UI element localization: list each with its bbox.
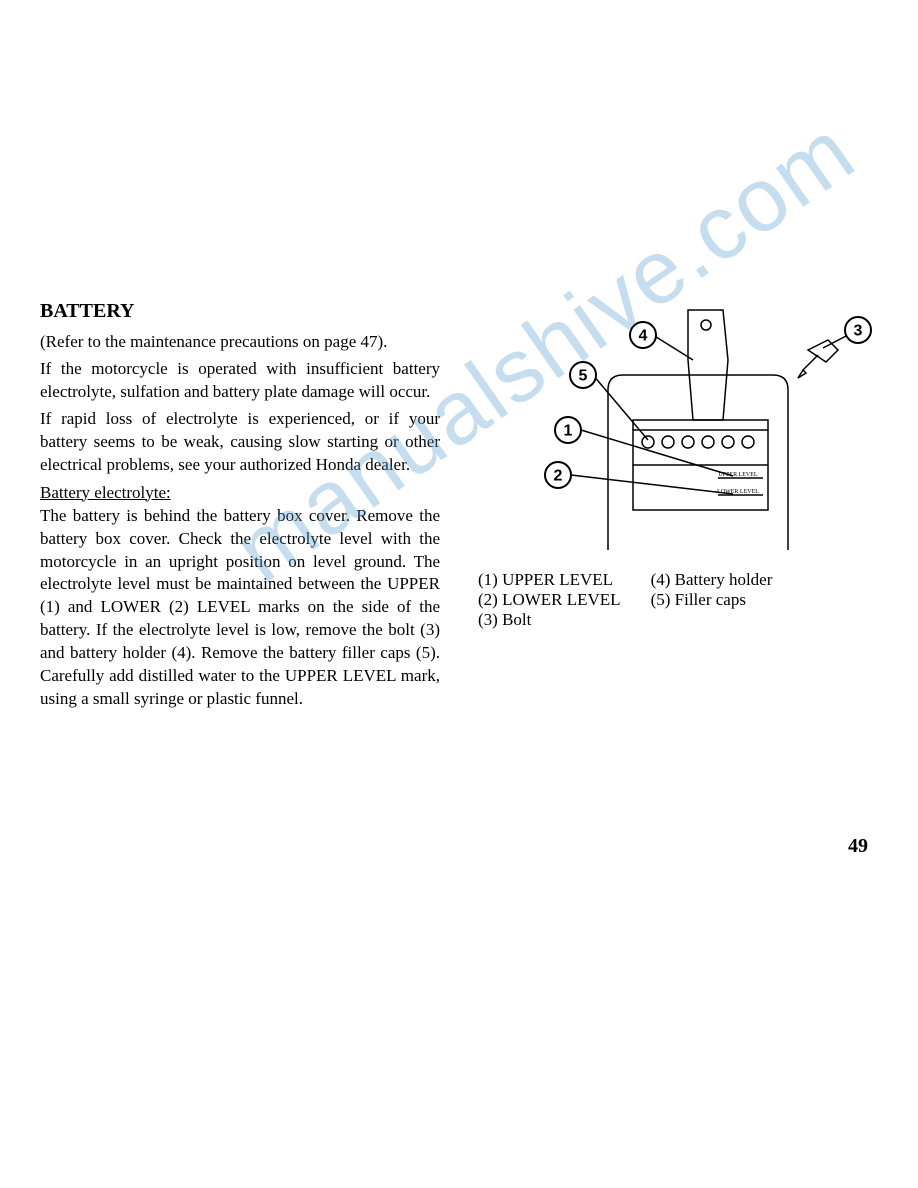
page-content: BATTERY (Refer to the maintenance precau… — [40, 300, 878, 715]
legend-column-2: (4) Battery holder (5) Filler caps — [651, 570, 773, 630]
callout-3: 3 — [854, 323, 863, 340]
subheading-electrolyte: Battery electrolyte: — [40, 483, 440, 503]
paragraph-2: If the motorcycle is operated with insuf… — [40, 358, 440, 404]
figure-column: UPPER LEVEL LOWER LEVEL — [478, 300, 878, 630]
callout-5: 5 — [579, 368, 588, 385]
callout-4: 4 — [639, 328, 648, 345]
callout-2: 2 — [554, 468, 563, 485]
legend-item-2: (2) LOWER LEVEL — [478, 590, 621, 610]
text-column: BATTERY (Refer to the maintenance precau… — [40, 300, 440, 715]
svg-text:LOWER LEVEL: LOWER LEVEL — [717, 489, 759, 495]
figure-legend: (1) UPPER LEVEL (2) LOWER LEVEL (3) Bolt… — [478, 570, 878, 630]
paragraph-3: If rapid loss of electrolyte is experien… — [40, 408, 440, 477]
legend-item-5: (5) Filler caps — [651, 590, 773, 610]
legend-item-1: (1) UPPER LEVEL — [478, 570, 621, 590]
section-title: BATTERY — [40, 300, 440, 323]
legend-item-4: (4) Battery holder — [651, 570, 773, 590]
legend-column-1: (1) UPPER LEVEL (2) LOWER LEVEL (3) Bolt — [478, 570, 621, 630]
legend-item-3: (3) Bolt — [478, 610, 621, 630]
page-number: 49 — [848, 835, 868, 858]
battery-diagram: UPPER LEVEL LOWER LEVEL — [478, 300, 878, 560]
callout-1: 1 — [564, 423, 573, 440]
paragraph-4: The battery is behind the battery box co… — [40, 505, 440, 711]
paragraph-1: (Refer to the maintenance precautions on… — [40, 331, 440, 354]
